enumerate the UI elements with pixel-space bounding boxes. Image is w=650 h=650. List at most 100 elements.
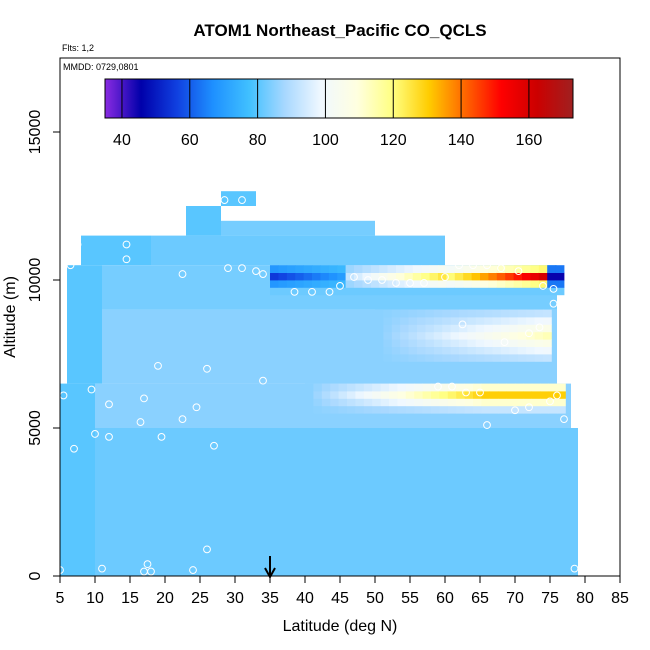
heatmap-detail-cell: [320, 280, 330, 288]
heatmap-detail-cell: [429, 280, 439, 288]
heatmap-detail-cell: [530, 287, 540, 296]
heatmap-detail-cell: [459, 331, 468, 340]
heatmap-detail-cell: [496, 287, 506, 296]
heatmap-detail-cell: [509, 309, 519, 318]
heatmap-detail-cell: [397, 398, 407, 407]
heatmap-detail-cell: [450, 331, 460, 340]
heatmap-detail-cell: [467, 361, 477, 370]
heatmap-detail-cell: [355, 383, 365, 392]
sample-point: [157, 432, 166, 441]
heatmap-detail-cell: [548, 391, 558, 399]
heatmap-detail-cell: [414, 405, 423, 414]
heatmap-detail-cell: [363, 383, 373, 392]
sample-point: [549, 284, 558, 293]
heatmap-detail-cell: [389, 391, 398, 399]
x-axis-label: Latitude (deg N): [283, 618, 398, 635]
sample-point: [434, 382, 442, 391]
heatmap-detail-cell: [439, 405, 449, 414]
heatmap-detail-cell: [467, 331, 477, 340]
x-tick-label: 65: [471, 590, 489, 607]
marker-arrow-head: [264, 567, 276, 580]
heatmap-detail-cell: [446, 272, 456, 281]
heatmap-detail-cell: [370, 287, 380, 296]
heatmap-detail-cell: [438, 272, 447, 281]
heatmap-detail-cell: [484, 346, 493, 355]
heatmap-detail-cell: [488, 287, 498, 296]
heatmap-detail-cell: [375, 361, 384, 370]
heatmap-detail-cell: [270, 265, 279, 273]
heatmap-detail-cell: [396, 272, 405, 281]
heatmap-detail-cell: [321, 398, 331, 407]
sample-point: [147, 567, 155, 576]
heatmap-detail-cell: [270, 280, 279, 288]
heatmap-detail-cell: [396, 287, 405, 296]
heatmap-detail-cell: [522, 265, 531, 273]
sample-point: [546, 397, 554, 406]
heatmap-detail-cell: [421, 265, 430, 273]
heatmap-detail-cell: [321, 383, 331, 392]
sample-point: [136, 418, 145, 426]
sample-point: [462, 388, 470, 397]
heatmap-detail-cell: [540, 391, 549, 399]
colorbar: 40 60 80 100 120 140 160: [104, 78, 574, 149]
colorbar-tick-label: 160: [516, 132, 543, 149]
heatmap-detail-cell: [380, 391, 390, 399]
heatmap-detail-cell: [405, 383, 415, 392]
heatmap-detail-cell: [505, 287, 514, 296]
colorbar-tick-label: 40: [113, 132, 131, 149]
heatmap-detail-cell: [321, 391, 331, 399]
heatmap-detail-cell: [555, 265, 565, 273]
heatmap-detail-cell: [438, 287, 447, 296]
heatmap-detail-cell: [417, 324, 426, 333]
sample-point: [259, 376, 267, 385]
heatmap-detail-cell: [303, 265, 313, 273]
heatmap-detail-cell: [412, 265, 422, 273]
heatmap-detail-cell: [375, 309, 384, 318]
heatmap-detail-cell: [442, 309, 451, 318]
heatmap-detail-cell: [450, 324, 460, 333]
heatmap-detail-cell: [543, 331, 552, 340]
heatmap-detail-cell: [442, 361, 451, 370]
heatmap-detail-cell: [433, 339, 443, 347]
x-tick-label: 30: [226, 590, 244, 607]
heatmap-detail-cell: [454, 280, 464, 288]
sample-point: [364, 276, 372, 284]
heatmap-detail-cell: [408, 309, 418, 318]
heatmap-detail-cell: [489, 398, 499, 407]
heatmap-detail-cell: [439, 391, 449, 399]
heatmap-detail-cell: [522, 272, 531, 281]
heatmap-detail-cell: [547, 280, 556, 288]
heatmap-detail-cell: [391, 324, 401, 333]
x-tick-label: 10: [86, 590, 104, 607]
sample-point: [192, 403, 201, 412]
heatmap-detail-cell: [389, 398, 398, 407]
heatmap-detail-cell: [295, 265, 304, 273]
heatmap-detail-cell: [425, 317, 435, 325]
heatmap-detail-cell: [534, 339, 544, 347]
heatmap-detail-cell: [543, 339, 552, 347]
sample-point: [220, 196, 229, 204]
heatmap-detail-cell: [337, 265, 346, 273]
heatmap-detail-cell: [464, 405, 474, 414]
heatmap-detail-cell: [475, 354, 485, 362]
heatmap-detail-cell: [391, 346, 401, 355]
heatmap-detail-cell: [383, 309, 393, 318]
heatmap-detail-cell: [379, 280, 388, 288]
heatmap-detail-cell: [467, 354, 477, 362]
sample-point: [441, 273, 449, 281]
heatmap-detail-cell: [417, 346, 426, 355]
heatmap-detail-cell: [459, 339, 468, 347]
heatmap-detail-cell: [320, 287, 330, 296]
heatmap-detail-cell: [505, 280, 514, 288]
heatmap-detail-cell: [438, 265, 447, 273]
heatmap-detail-cell: [338, 383, 348, 392]
heatmap-detail-cell: [345, 265, 355, 273]
heatmap-detail-cell: [480, 265, 489, 273]
heatmap-detail-cell: [506, 398, 516, 407]
sample-point: [189, 566, 197, 574]
heatmap-detail-cell: [429, 287, 439, 296]
heatmap-detail-cell: [526, 317, 535, 325]
sample-point: [458, 320, 467, 329]
sample-point: [497, 264, 505, 273]
heatmap-detail-cell: [391, 309, 401, 318]
